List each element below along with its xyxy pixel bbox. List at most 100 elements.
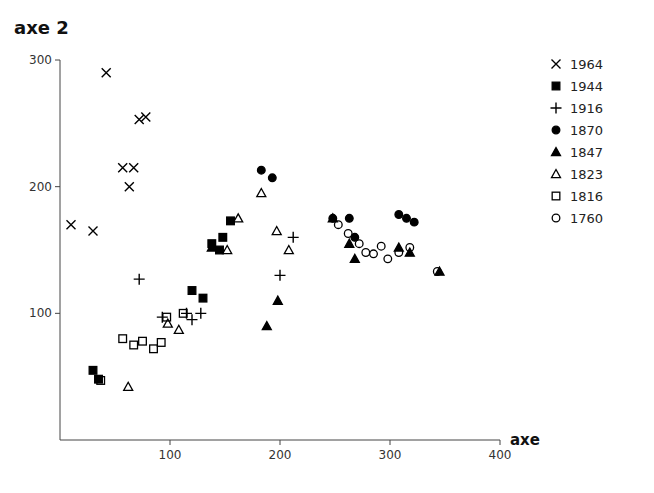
point bbox=[345, 215, 353, 223]
point bbox=[157, 339, 165, 347]
point bbox=[234, 214, 243, 222]
x-tick-label: 300 bbox=[379, 448, 402, 462]
point bbox=[433, 268, 441, 276]
point bbox=[329, 215, 337, 223]
point bbox=[350, 254, 359, 262]
point bbox=[219, 234, 227, 242]
point bbox=[262, 322, 271, 330]
x-tick-label: 100 bbox=[159, 448, 182, 462]
point bbox=[118, 163, 127, 172]
plot-area bbox=[67, 68, 445, 390]
y-tick bbox=[55, 313, 60, 314]
point bbox=[223, 246, 232, 254]
legend-marker bbox=[551, 103, 562, 114]
point bbox=[268, 174, 276, 182]
legend-label: 1944 bbox=[570, 79, 603, 94]
legend-marker bbox=[552, 126, 560, 134]
point bbox=[227, 217, 235, 225]
series bbox=[67, 68, 151, 235]
point bbox=[89, 227, 98, 236]
point bbox=[130, 341, 138, 349]
point bbox=[288, 232, 299, 243]
legend-marker bbox=[552, 148, 561, 156]
series bbox=[257, 166, 418, 241]
legend-label: 1916 bbox=[570, 101, 603, 116]
x-tick bbox=[170, 440, 171, 445]
point bbox=[403, 215, 411, 223]
point bbox=[406, 244, 414, 252]
series bbox=[334, 221, 441, 276]
series bbox=[89, 217, 234, 383]
y-tick bbox=[55, 60, 60, 61]
point bbox=[187, 314, 198, 325]
legend-marker bbox=[552, 214, 560, 222]
legend-marker bbox=[552, 170, 561, 178]
legend-marker bbox=[552, 60, 561, 69]
x-tick-label: 400 bbox=[489, 448, 512, 462]
point bbox=[410, 218, 418, 226]
x-tick bbox=[280, 440, 281, 445]
point bbox=[257, 166, 265, 174]
point bbox=[345, 239, 354, 247]
legend-label: 1847 bbox=[570, 145, 603, 160]
point bbox=[119, 335, 127, 343]
point bbox=[257, 189, 266, 197]
legend-label: 1870 bbox=[570, 123, 603, 138]
axes: 100 200 300 400 100 200 300 bbox=[29, 53, 511, 462]
point bbox=[395, 211, 403, 219]
legend-label: 1816 bbox=[570, 189, 603, 204]
point bbox=[395, 249, 403, 257]
legend-marker bbox=[552, 192, 560, 200]
point bbox=[344, 230, 352, 238]
y-tick-label: 300 bbox=[29, 53, 52, 67]
y-tick-label: 100 bbox=[29, 306, 52, 320]
y-axis-line bbox=[60, 60, 61, 440]
legend: 1964 1944 1916 1870 1847 1823 1816 1760 bbox=[551, 57, 604, 226]
point bbox=[273, 296, 282, 304]
point bbox=[384, 255, 392, 263]
legend-label: 1760 bbox=[570, 211, 603, 226]
point bbox=[163, 313, 171, 321]
point bbox=[370, 250, 378, 258]
point bbox=[141, 113, 150, 122]
legend-label: 1964 bbox=[570, 57, 603, 72]
legend-marker bbox=[552, 82, 560, 90]
point bbox=[362, 249, 370, 257]
point bbox=[195, 308, 206, 319]
point bbox=[284, 246, 293, 254]
point bbox=[377, 242, 385, 250]
point bbox=[188, 287, 196, 295]
point bbox=[97, 377, 105, 385]
point bbox=[129, 163, 138, 172]
point bbox=[272, 227, 281, 235]
point bbox=[174, 325, 183, 333]
x-tick bbox=[390, 440, 391, 445]
point bbox=[139, 337, 147, 345]
y-axis-label: axe 2 bbox=[14, 17, 69, 38]
series bbox=[124, 189, 294, 391]
point bbox=[216, 246, 224, 254]
series bbox=[97, 310, 187, 385]
point bbox=[102, 68, 111, 77]
legend-label: 1823 bbox=[570, 167, 603, 182]
series bbox=[134, 232, 299, 325]
x-tick-label: 200 bbox=[269, 448, 292, 462]
y-tick bbox=[55, 186, 60, 187]
point bbox=[207, 243, 216, 251]
chart: 100 200 300 400 100 200 300 axe 2 axe 1964 1944 191… bbox=[0, 0, 654, 493]
point bbox=[89, 367, 97, 375]
point bbox=[125, 182, 134, 191]
point bbox=[67, 220, 76, 229]
point bbox=[355, 240, 363, 248]
point bbox=[124, 382, 133, 390]
y-tick-label: 200 bbox=[29, 180, 52, 194]
point bbox=[134, 274, 145, 285]
point bbox=[150, 345, 158, 353]
point bbox=[179, 310, 187, 318]
series bbox=[207, 214, 444, 330]
point bbox=[275, 270, 286, 281]
x-tick bbox=[500, 440, 501, 445]
point bbox=[199, 294, 207, 302]
point bbox=[328, 214, 337, 222]
x-axis-label: axe bbox=[510, 431, 540, 449]
